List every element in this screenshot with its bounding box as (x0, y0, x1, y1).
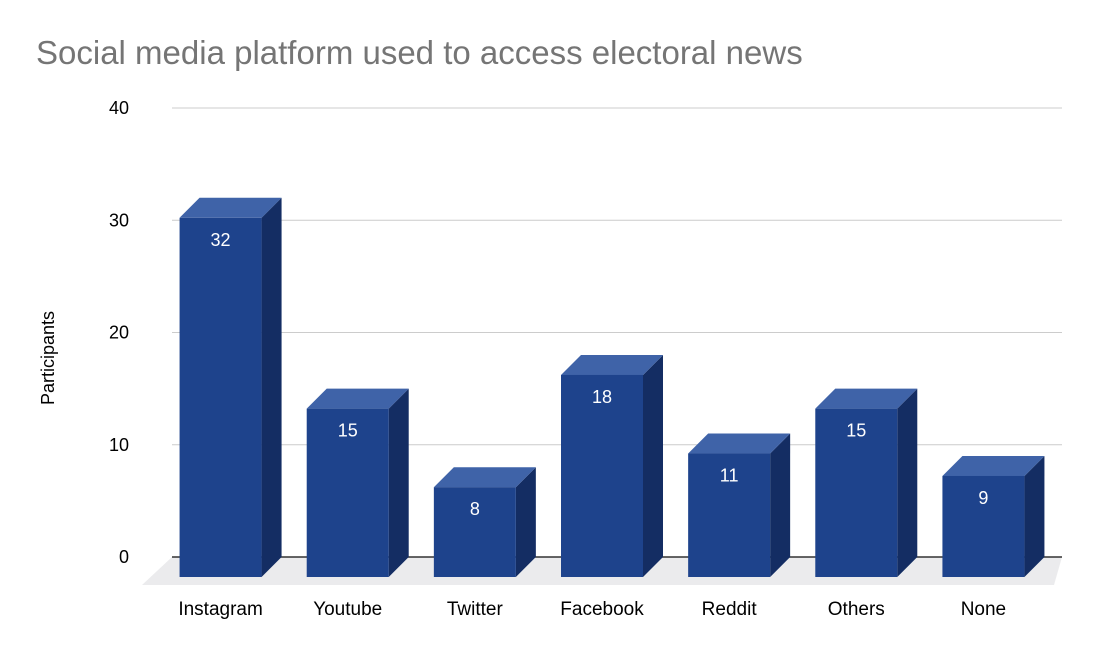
bar (942, 455, 1045, 577)
bar-front-face (815, 408, 898, 577)
y-tick-label: 40 (109, 98, 129, 118)
chart-title: Social media platform used to access ele… (36, 34, 803, 71)
x-tick-label: Instagram (178, 599, 262, 620)
data-label: 8 (470, 499, 480, 519)
x-tick-label: Reddit (702, 599, 758, 620)
bar-side-face (770, 433, 791, 577)
bar (433, 467, 536, 577)
bar-top-face (942, 455, 1045, 476)
bar-front-face (433, 487, 516, 577)
bar-front-face (179, 217, 262, 578)
data-label: 32 (211, 230, 231, 250)
bar-top-face (179, 197, 282, 218)
bar-top-face (433, 467, 536, 488)
bar-side-face (897, 388, 918, 577)
bar-top-face (815, 388, 918, 409)
bar-side-face (643, 354, 663, 577)
bar (306, 388, 409, 577)
bar-front-face (561, 374, 643, 577)
data-label: 15 (846, 421, 866, 441)
bar-side-face (388, 388, 409, 577)
data-label: 9 (978, 488, 988, 508)
bar-front-face (306, 408, 389, 577)
bar-side-face (1024, 455, 1045, 577)
bar-top-face (306, 388, 409, 409)
x-tick-label: Twitter (447, 599, 504, 620)
y-tick-label: 0 (119, 547, 129, 567)
y-tick-label: 30 (109, 210, 129, 230)
data-label: 15 (338, 421, 358, 441)
y-tick-label: 10 (109, 435, 129, 455)
bar-front-face (942, 475, 1025, 577)
bar (688, 433, 791, 577)
bar (561, 354, 663, 577)
bar-front-face (688, 453, 771, 577)
bar-side-face (261, 197, 282, 578)
bar (815, 388, 918, 577)
bar (179, 197, 282, 578)
data-label: 11 (720, 466, 739, 486)
data-label: 18 (592, 387, 612, 407)
y-axis-title: Participants (38, 311, 58, 405)
x-tick-label: Youtube (313, 599, 382, 620)
bar-side-face (515, 467, 536, 577)
x-tick-label: None (961, 599, 1006, 620)
y-tick-label: 20 (109, 323, 129, 343)
x-tick-label: Facebook (560, 599, 644, 620)
bar-top-face (688, 433, 791, 454)
x-tick-label: Others (828, 599, 885, 620)
bar-top-face (561, 354, 663, 375)
